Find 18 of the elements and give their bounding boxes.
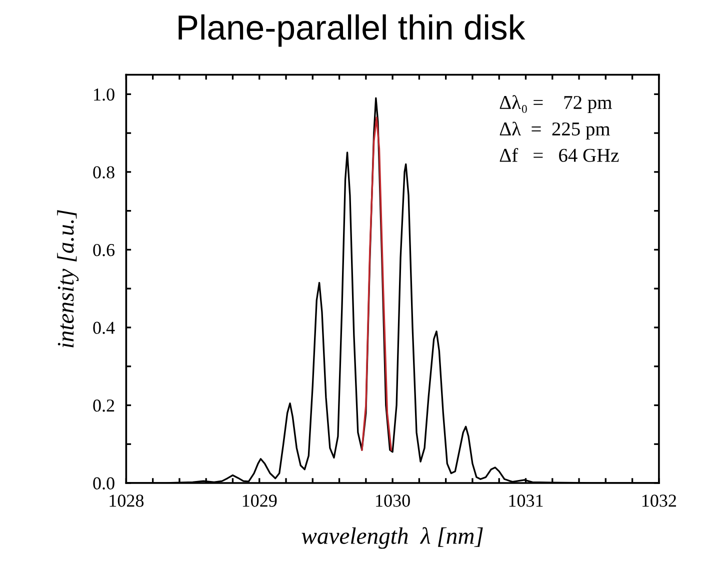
y-tick-label: 0.6 (93, 244, 115, 256)
y-tick-label: 1.0 (94, 88, 114, 101)
annotation: Δf = 64 GHz (500, 148, 619, 162)
y-axis-title: intensity [a.u.] (57, 210, 79, 348)
chart-title: Plane-parallel thin disk (178, 14, 526, 47)
annotation: Δλ = 225 pm (500, 122, 610, 140)
x-tick-label: 1030 (376, 494, 410, 507)
x-tick-label: 1032 (642, 494, 676, 507)
x-axis-title: wavelength λ [nm] (302, 527, 483, 549)
line-series (361, 116, 392, 451)
y-tick-label: 0.2 (93, 399, 114, 412)
x-tick-label: 1031 (509, 494, 543, 507)
annotation: Δλ₀ = 72 pm (500, 95, 612, 113)
y-tick-label: 0.0 (93, 477, 114, 490)
y-tick-label: 0.4 (93, 322, 115, 334)
x-tick-label: 1029 (242, 494, 277, 507)
y-tick-label: 0.8 (93, 166, 114, 178)
x-tick-label: 1028 (110, 494, 144, 507)
